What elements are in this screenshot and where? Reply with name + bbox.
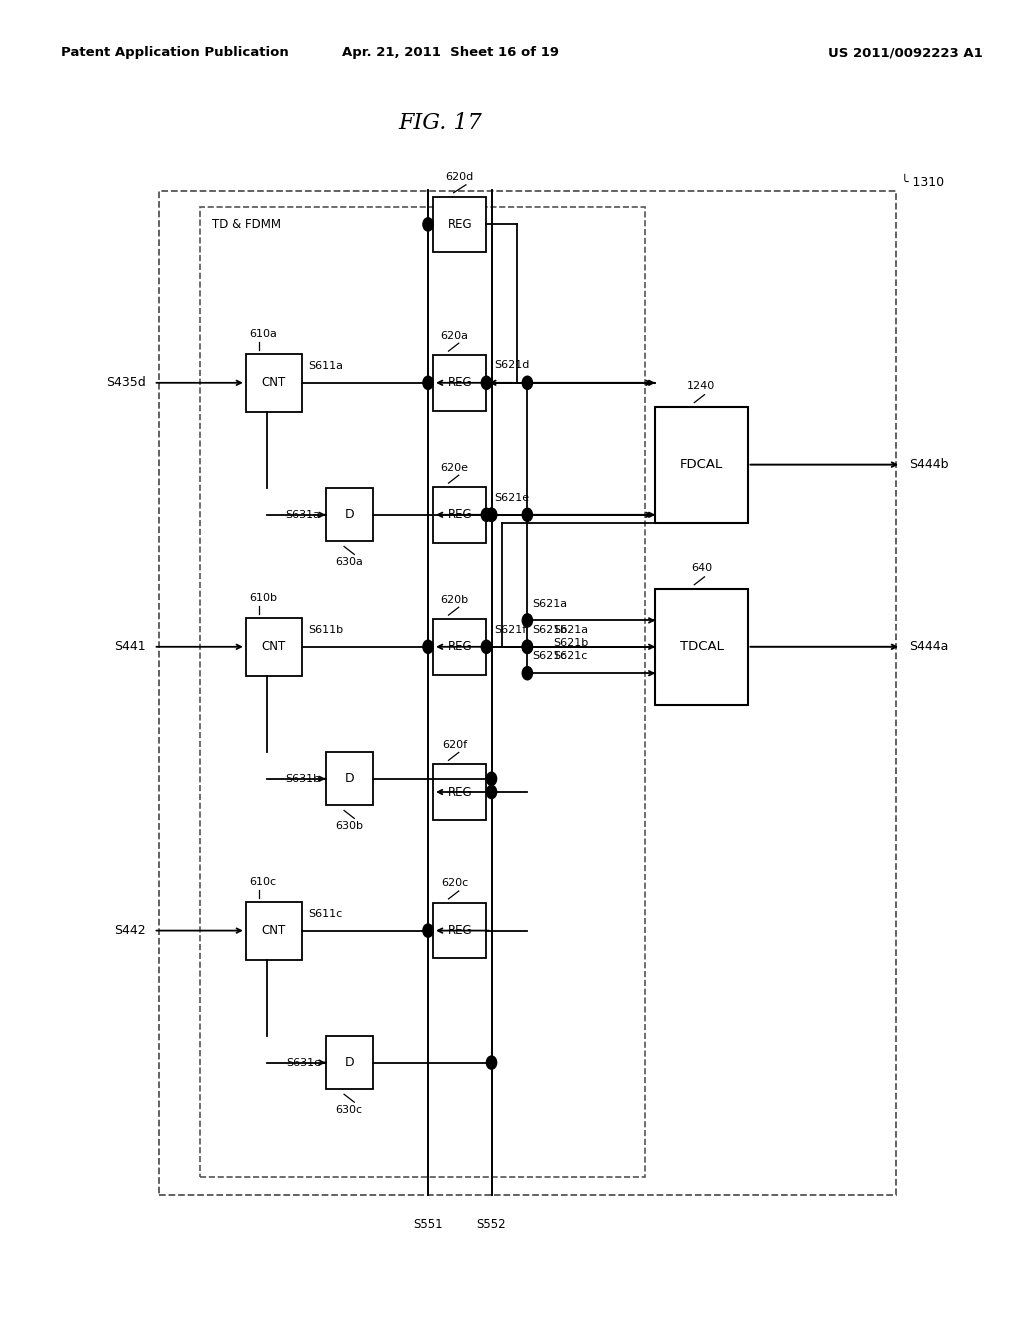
Text: 640: 640 <box>691 562 712 573</box>
Text: D: D <box>344 772 354 785</box>
Text: S621e: S621e <box>495 492 529 503</box>
Bar <box>433 903 486 958</box>
Circle shape <box>423 376 433 389</box>
Bar <box>433 619 486 675</box>
Text: S621c: S621c <box>553 651 588 661</box>
Bar <box>433 487 486 543</box>
Text: S621b: S621b <box>553 638 588 648</box>
Text: S442: S442 <box>114 924 145 937</box>
Text: S621b: S621b <box>532 624 567 635</box>
Text: 610c: 610c <box>249 876 275 887</box>
Circle shape <box>486 508 497 521</box>
Text: REG: REG <box>447 785 472 799</box>
Text: 630a: 630a <box>335 557 364 568</box>
Bar <box>326 1036 373 1089</box>
Text: S621f: S621f <box>495 624 526 635</box>
Circle shape <box>522 640 532 653</box>
Text: S621a: S621a <box>553 624 588 635</box>
Text: S611c: S611c <box>308 909 342 919</box>
Bar <box>326 752 373 805</box>
Circle shape <box>486 508 497 521</box>
Text: REG: REG <box>447 640 472 653</box>
Text: S444a: S444a <box>909 640 948 653</box>
Text: S621c: S621c <box>532 651 567 661</box>
Text: TDCAL: TDCAL <box>680 640 723 653</box>
Text: 630b: 630b <box>335 821 364 832</box>
Bar <box>655 407 748 523</box>
Text: 620c: 620c <box>441 878 468 888</box>
Text: S552: S552 <box>477 1218 506 1232</box>
Bar <box>246 354 302 412</box>
Circle shape <box>522 614 532 627</box>
Text: 610a: 610a <box>249 329 276 339</box>
Circle shape <box>486 1056 497 1069</box>
Text: S631b: S631b <box>286 774 321 784</box>
Text: CNT: CNT <box>262 640 286 653</box>
Text: S435d: S435d <box>105 376 145 389</box>
Circle shape <box>486 772 497 785</box>
Text: CNT: CNT <box>262 924 286 937</box>
Bar <box>433 355 486 411</box>
Text: 620a: 620a <box>440 330 469 341</box>
Text: ╰ 1310: ╰ 1310 <box>901 176 944 189</box>
Bar <box>246 618 302 676</box>
Text: REG: REG <box>447 218 472 231</box>
Text: 620d: 620d <box>445 172 474 182</box>
Circle shape <box>522 640 532 653</box>
Text: REG: REG <box>447 376 472 389</box>
Text: S611b: S611b <box>308 626 343 635</box>
Text: REG: REG <box>447 924 472 937</box>
Text: S631a: S631a <box>286 510 321 520</box>
Circle shape <box>481 508 492 521</box>
Text: D: D <box>344 508 354 521</box>
Circle shape <box>481 640 492 653</box>
Text: TD & FDMM: TD & FDMM <box>212 218 281 231</box>
Text: CNT: CNT <box>262 376 286 389</box>
Circle shape <box>423 218 433 231</box>
Bar <box>200 207 645 1177</box>
Text: S621d: S621d <box>495 359 530 370</box>
Text: S444b: S444b <box>909 458 949 471</box>
Bar <box>655 589 748 705</box>
Circle shape <box>423 924 433 937</box>
Circle shape <box>423 640 433 653</box>
Text: S551: S551 <box>414 1218 442 1232</box>
Text: Patent Application Publication: Patent Application Publication <box>61 46 289 59</box>
Circle shape <box>486 785 497 799</box>
Text: S621a: S621a <box>532 598 567 609</box>
Bar <box>326 488 373 541</box>
Text: FIG. 17: FIG. 17 <box>398 112 482 135</box>
Bar <box>433 764 486 820</box>
Circle shape <box>481 376 492 389</box>
Circle shape <box>522 508 532 521</box>
Text: FDCAL: FDCAL <box>680 458 723 471</box>
Text: Apr. 21, 2011  Sheet 16 of 19: Apr. 21, 2011 Sheet 16 of 19 <box>342 46 559 59</box>
Text: S441: S441 <box>114 640 145 653</box>
Text: 610b: 610b <box>249 593 276 603</box>
Text: 1240: 1240 <box>687 380 716 391</box>
Text: D: D <box>344 1056 354 1069</box>
Text: 620f: 620f <box>442 739 467 750</box>
Text: 620b: 620b <box>440 594 469 605</box>
Circle shape <box>522 667 532 680</box>
Text: 620e: 620e <box>440 462 469 473</box>
Bar <box>246 902 302 960</box>
Text: S611a: S611a <box>308 362 343 371</box>
Bar <box>433 197 486 252</box>
Text: US 2011/0092223 A1: US 2011/0092223 A1 <box>828 46 983 59</box>
Text: 630c: 630c <box>336 1105 362 1115</box>
Bar <box>159 191 896 1195</box>
Circle shape <box>522 376 532 389</box>
Text: REG: REG <box>447 508 472 521</box>
Text: S631c: S631c <box>287 1057 321 1068</box>
